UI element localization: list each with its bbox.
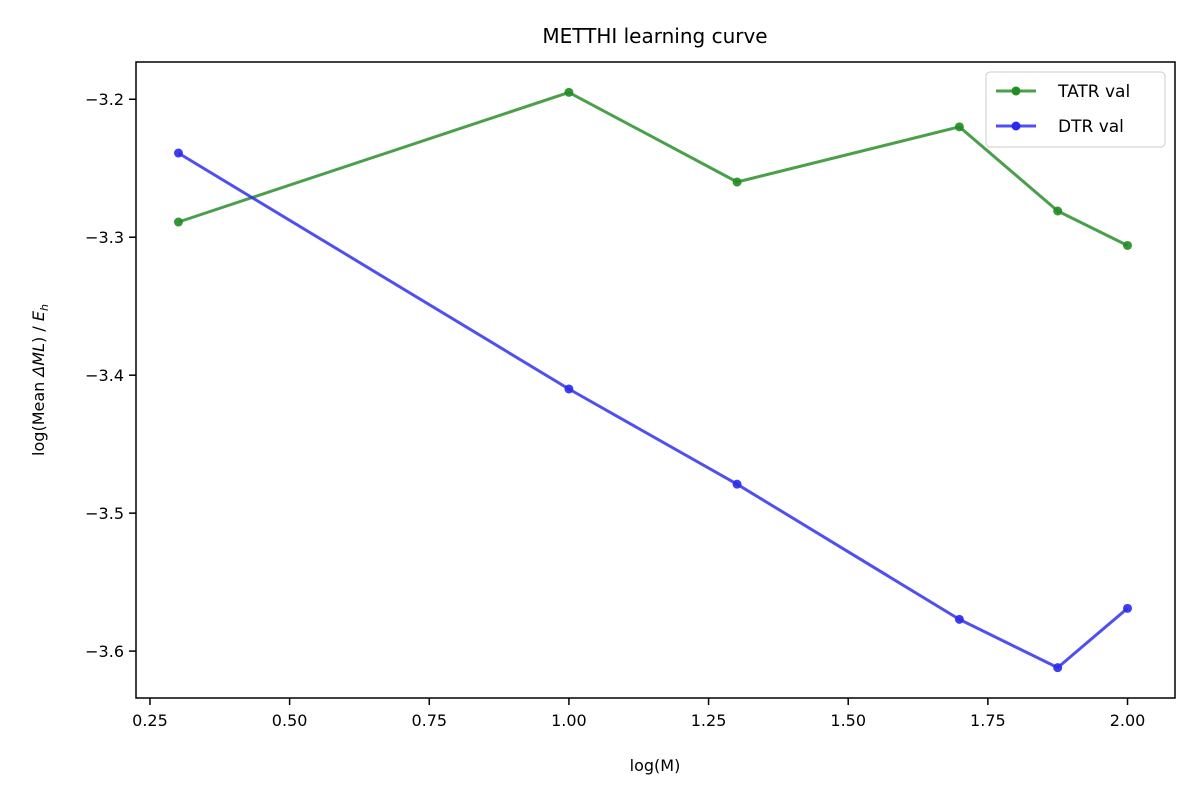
legend: TATR val DTR val — [985, 71, 1166, 148]
data-point — [954, 122, 964, 132]
data-point — [173, 217, 183, 227]
data-point — [1053, 206, 1063, 216]
data-point — [1123, 240, 1133, 250]
y-tick-label: −3.6 — [85, 642, 124, 661]
data-point — [954, 614, 964, 624]
data-point — [1053, 663, 1063, 673]
data-point — [732, 177, 742, 187]
legend-swatch-marker — [1011, 121, 1021, 131]
series-line-1 — [177, 151, 1129, 670]
y-axis-label-energy: E — [29, 310, 48, 321]
legend-label: DTR val — [1058, 117, 1124, 137]
legend-entries: TATR val DTR val — [996, 82, 1130, 137]
y-axis-label-math: ΔML — [29, 343, 48, 379]
x-tick-label: 0.25 — [132, 711, 168, 730]
x-tick-label: 0.50 — [272, 711, 308, 730]
y-tick-label: −3.2 — [85, 90, 124, 109]
x-tick-label: 1.25 — [691, 711, 727, 730]
y-axis-label-prefix: log(Mean — [29, 377, 48, 456]
x-tick-label: 1.75 — [970, 711, 1006, 730]
series-line-0 — [178, 90, 1129, 247]
y-tick-label: −3.3 — [85, 228, 124, 247]
x-tick-label: 2.00 — [1110, 711, 1146, 730]
plot-area-frame — [135, 61, 1176, 699]
data-point — [173, 148, 183, 158]
data-point — [732, 479, 742, 489]
x-tick-label: 1.50 — [830, 711, 866, 730]
chart-title: METTHI learning curve — [542, 24, 767, 48]
data-point — [564, 87, 574, 97]
legend-swatch-marker — [1011, 86, 1021, 96]
x-axis-label: log(M) — [630, 756, 681, 775]
data-point — [1123, 603, 1133, 613]
y-axis-ticks: −3.2 −3.3 −3.4 −3.5 −3.6 — [85, 90, 136, 661]
y-tick-label: −3.4 — [85, 366, 124, 385]
x-tick-label: 1.00 — [551, 711, 587, 730]
y-axis-label: log(Mean ΔML) / Eh — [29, 304, 51, 456]
y-tick-label: −3.5 — [85, 504, 124, 523]
x-tick-label: 0.75 — [411, 711, 447, 730]
x-axis-ticks: 0.25 0.50 0.75 1.00 1.25 1.50 1.75 2.00 — [132, 698, 1145, 730]
legend-label: TATR val — [1057, 82, 1130, 102]
series-layer — [173, 87, 1133, 673]
y-axis-label-subscript: h — [38, 304, 51, 311]
data-point — [564, 384, 574, 394]
y-axis-label-mid: ) / — [29, 321, 48, 343]
